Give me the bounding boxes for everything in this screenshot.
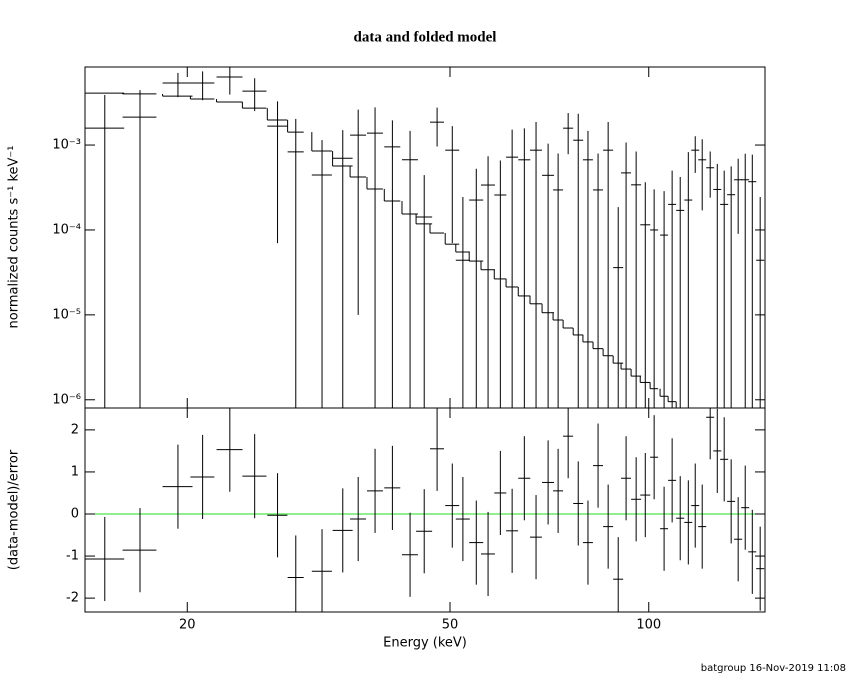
spectrum-panel xyxy=(85,67,765,408)
x-tick-label: 20 xyxy=(179,618,196,633)
chart-title: data and folded model xyxy=(354,29,497,45)
x-tick-label: 100 xyxy=(636,618,661,633)
residual-tick-label: 1 xyxy=(71,464,79,479)
y-tick-label: 10⁻⁴ xyxy=(52,222,81,237)
residual-tick-label: 2 xyxy=(71,422,79,437)
footer: batgroup 16-Nov-2019 11:08 xyxy=(701,663,846,674)
y-axis-label: normalized counts s⁻¹ keV⁻¹ xyxy=(7,146,22,329)
y-tick-label: 10⁻⁵ xyxy=(52,307,81,322)
residual-tick-label: 0 xyxy=(71,506,79,521)
x-tick-label: 50 xyxy=(442,618,459,633)
residual-panel xyxy=(85,408,765,612)
residual-tick-label: -1 xyxy=(66,549,79,564)
x-axis-label: Energy (keV) xyxy=(383,636,467,651)
residual-axis-label: (data-model)/error xyxy=(7,449,22,570)
y-tick-label: 10⁻³ xyxy=(52,138,81,153)
residual-tick-label: -2 xyxy=(66,591,79,606)
y-tick-label: 10⁻⁶ xyxy=(52,392,81,407)
frame-bottom xyxy=(84,407,766,613)
